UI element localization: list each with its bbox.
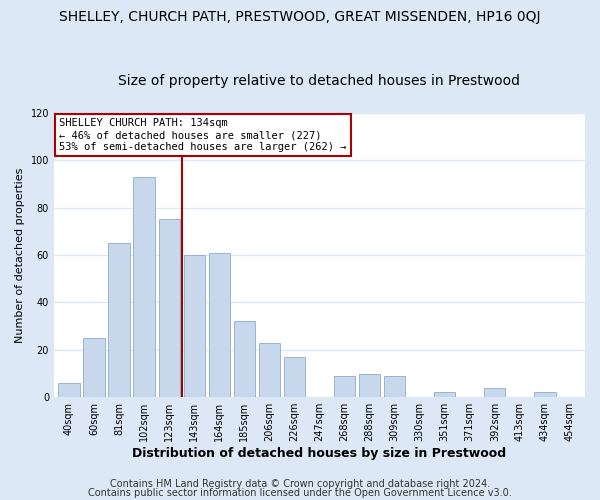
Bar [184,255,205,397]
Bar [384,376,405,397]
Bar [58,383,80,397]
Bar [284,357,305,397]
Bar [209,252,230,397]
Bar [83,338,104,397]
Text: Contains public sector information licensed under the Open Government Licence v3: Contains public sector information licen… [88,488,512,498]
Bar [359,374,380,397]
Bar [233,322,255,397]
Bar [484,388,505,397]
Bar [158,220,180,397]
Bar [133,177,155,397]
Title: Size of property relative to detached houses in Prestwood: Size of property relative to detached ho… [118,74,520,88]
X-axis label: Distribution of detached houses by size in Prestwood: Distribution of detached houses by size … [133,447,506,460]
Text: SHELLEY CHURCH PATH: 134sqm
← 46% of detached houses are smaller (227)
53% of se: SHELLEY CHURCH PATH: 134sqm ← 46% of det… [59,118,347,152]
Bar [434,392,455,397]
Text: Contains HM Land Registry data © Crown copyright and database right 2024.: Contains HM Land Registry data © Crown c… [110,479,490,489]
Bar [109,243,130,397]
Bar [334,376,355,397]
Y-axis label: Number of detached properties: Number of detached properties [15,168,25,342]
Bar [534,392,556,397]
Bar [259,342,280,397]
Text: SHELLEY, CHURCH PATH, PRESTWOOD, GREAT MISSENDEN, HP16 0QJ: SHELLEY, CHURCH PATH, PRESTWOOD, GREAT M… [59,10,541,24]
